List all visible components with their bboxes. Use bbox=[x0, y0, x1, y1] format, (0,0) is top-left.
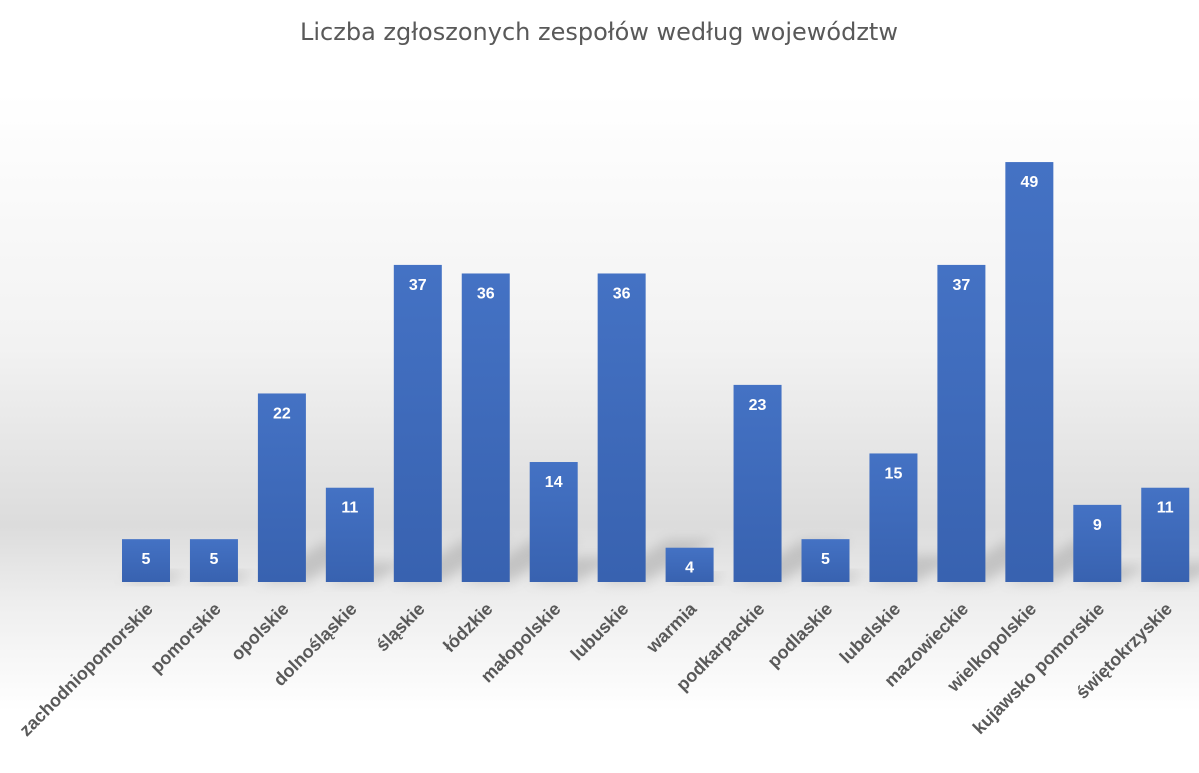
data-label: 9 bbox=[1093, 517, 1102, 534]
bar bbox=[937, 264, 986, 582]
x-tick-label: śląskie bbox=[372, 599, 429, 656]
bars bbox=[122, 162, 1190, 582]
bar bbox=[257, 393, 306, 582]
x-tick-label: kujawsko pomorskie bbox=[969, 599, 1108, 738]
bar bbox=[461, 273, 510, 582]
data-label: 36 bbox=[477, 285, 495, 302]
chart-title: Liczba zgłoszonych zespołów według wojew… bbox=[300, 18, 898, 46]
data-label: 36 bbox=[613, 285, 631, 302]
x-tick-label: podlaskie bbox=[763, 599, 836, 672]
data-label: 11 bbox=[341, 500, 358, 517]
x-tick-label: łódzkie bbox=[439, 599, 496, 656]
bar bbox=[529, 462, 578, 582]
bar bbox=[1141, 487, 1190, 582]
data-label: 14 bbox=[545, 474, 563, 491]
data-label: 5 bbox=[821, 551, 830, 568]
bar bbox=[1073, 504, 1122, 582]
bar bbox=[801, 539, 850, 582]
bar bbox=[733, 384, 782, 582]
bar bbox=[325, 487, 374, 582]
data-label: 22 bbox=[273, 405, 291, 422]
data-label: 37 bbox=[953, 277, 971, 294]
x-tick-label: opolskie bbox=[227, 599, 293, 665]
bar bbox=[189, 539, 238, 582]
bar bbox=[597, 273, 646, 582]
data-label: 23 bbox=[749, 397, 767, 414]
x-tick-label: lubelskie bbox=[836, 599, 905, 668]
data-label: 5 bbox=[142, 551, 151, 568]
x-tick-label: warmia bbox=[642, 598, 701, 657]
data-label: 49 bbox=[1020, 174, 1038, 191]
bar bbox=[869, 453, 918, 582]
bar bbox=[1005, 162, 1054, 582]
bar bbox=[393, 264, 442, 582]
x-tick-label: lubuskie bbox=[567, 599, 633, 665]
bar bbox=[122, 539, 170, 582]
data-label: 11 bbox=[1157, 500, 1174, 517]
bar bbox=[665, 547, 714, 582]
x-tick-label: pomorskie bbox=[146, 599, 225, 678]
data-label: 15 bbox=[885, 465, 903, 482]
x-tick-label: zachodniopomorskie bbox=[15, 599, 156, 740]
data-label: 4 bbox=[685, 560, 694, 577]
data-label: 37 bbox=[409, 277, 427, 294]
data-label: 5 bbox=[209, 551, 218, 568]
data-labels: 5 5 22 11 37 36 14 36 4 23 5 15 37 49 9 11 bbox=[142, 174, 1174, 577]
